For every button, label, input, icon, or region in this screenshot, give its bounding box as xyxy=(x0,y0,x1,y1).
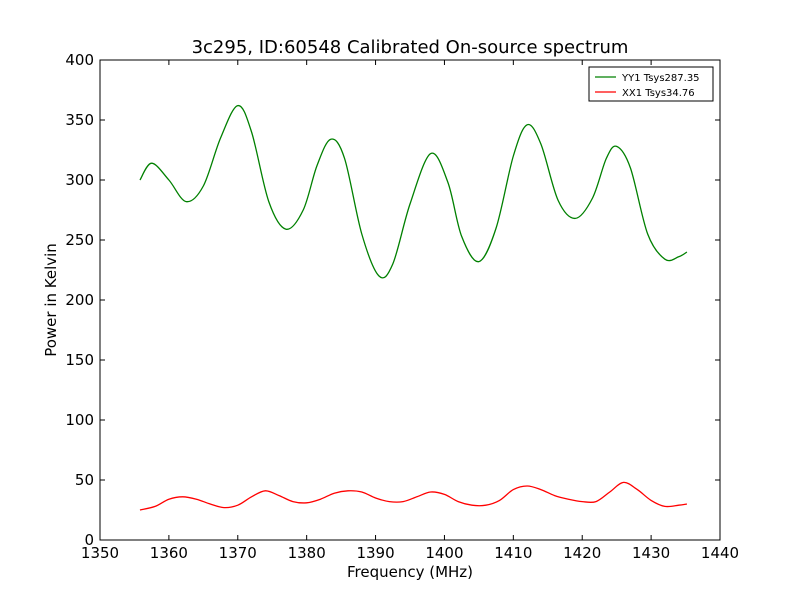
plot-frame xyxy=(99,59,721,541)
x-tick-label: 1360 xyxy=(150,544,188,562)
series-line-1 xyxy=(139,481,688,511)
y-tick-label: 350 xyxy=(65,111,94,129)
plot-area: 1350 1360 1370 1380 1390 1400 1410 1420 1430 1440… xyxy=(65,51,739,562)
series-line-0 xyxy=(139,104,688,279)
y-tick-label: 300 xyxy=(65,171,94,189)
legend-label-0: YY1 Tsys287.35 xyxy=(621,73,700,84)
chart-title: 3c295, ID:60548 Calibrated On-source spe… xyxy=(192,37,629,58)
x-tick-label: 1410 xyxy=(494,544,532,562)
x-tick-label: 1370 xyxy=(219,544,257,562)
x-tick-label: 1390 xyxy=(356,544,394,562)
x-tick-label: 1430 xyxy=(632,544,670,562)
x-tick-label: 1420 xyxy=(563,544,601,562)
y-tick-label: 100 xyxy=(65,411,94,429)
y-tick-label: 400 xyxy=(65,51,94,69)
x-tick-label: 1350 xyxy=(81,544,119,562)
y-tick-label: 150 xyxy=(65,351,94,369)
legend-box xyxy=(588,66,714,102)
y-tick-label: 200 xyxy=(65,291,94,309)
x-tick-label: 1400 xyxy=(425,544,463,562)
y-tick-label: 50 xyxy=(75,471,94,489)
x-axis-title: Frequency (MHz) xyxy=(347,563,473,581)
y-tick-label: 250 xyxy=(65,231,94,249)
legend-label-1: XX1 Tsys34.76 xyxy=(622,88,695,99)
y-axis-title: Power in Kelvin xyxy=(42,243,60,357)
y-tick-label: 0 xyxy=(84,531,94,549)
x-tick-label: 1380 xyxy=(288,544,326,562)
x-tick-label: 1440 xyxy=(701,544,739,562)
